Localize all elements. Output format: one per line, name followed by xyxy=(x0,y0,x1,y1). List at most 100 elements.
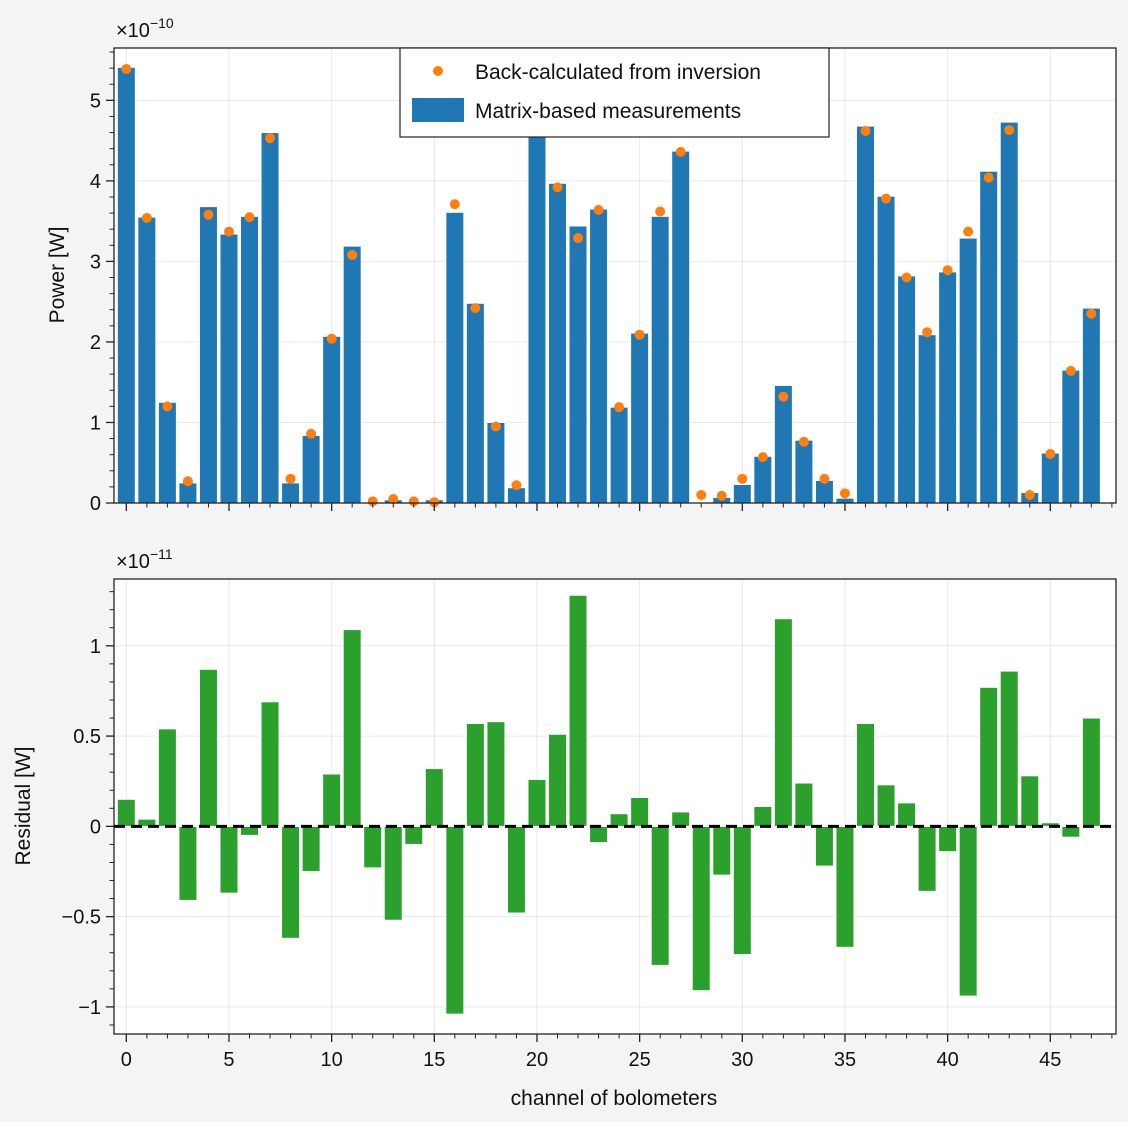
power-bar xyxy=(116,66,136,504)
power-bar xyxy=(732,483,752,504)
back-calculated-point xyxy=(655,206,666,217)
power-bar xyxy=(260,132,280,504)
back-calculated-point xyxy=(408,496,419,507)
residual-bar xyxy=(753,806,773,827)
power-bar xyxy=(589,208,609,504)
power-panel: 0 1 2 3 4 5 ×10−10 Power [W] Back-calculated … xyxy=(46,15,1117,515)
back-calculated-point xyxy=(552,182,563,193)
power-bar xyxy=(917,334,937,504)
residual-bar xyxy=(835,825,855,948)
power-bar xyxy=(198,206,218,504)
residual-bar xyxy=(548,733,568,827)
back-calculated-point xyxy=(449,199,460,210)
residual-bar xyxy=(568,594,588,827)
back-calculated-point xyxy=(388,493,399,504)
x-axis-label: channel of bolometers xyxy=(511,1087,718,1110)
power-y-tick-label: 1 xyxy=(90,412,101,434)
power-bar xyxy=(897,275,917,504)
residual-bar xyxy=(814,825,834,867)
residual-y-tick-label: −0.5 xyxy=(62,907,101,929)
residual-bar xyxy=(958,825,978,997)
residual-bar xyxy=(383,825,403,921)
power-offset-label: ×10−10 xyxy=(116,15,174,42)
back-calculated-point xyxy=(306,428,317,439)
residual-x-tick-label: 5 xyxy=(223,1049,234,1071)
power-bar xyxy=(958,237,978,504)
back-calculated-point xyxy=(203,209,214,220)
residual-bar xyxy=(1061,825,1081,838)
power-y-tick-label: 4 xyxy=(90,171,101,193)
residual-ticks: 0 5 10 15 20 25 30 35 40 45 −1 −0.5 0 0.5 1 xyxy=(62,591,1113,1071)
power-bar xyxy=(835,497,855,504)
power-bar xyxy=(465,302,485,504)
back-calculated-point xyxy=(429,497,440,508)
residual-bar xyxy=(116,798,136,827)
back-calculated-point xyxy=(182,476,193,487)
residual-x-tick-label: 20 xyxy=(526,1049,548,1071)
residual-bar xyxy=(691,825,711,992)
residual-bar xyxy=(712,825,732,876)
power-bar xyxy=(609,406,629,504)
back-calculated-point xyxy=(285,473,296,484)
residual-bar xyxy=(876,784,896,827)
residual-x-tick-label: 10 xyxy=(321,1049,343,1071)
residual-bar xyxy=(486,721,506,827)
power-bar xyxy=(301,434,321,504)
residual-bar xyxy=(671,811,691,827)
residual-x-tick-label: 35 xyxy=(834,1049,856,1071)
power-bar xyxy=(650,215,670,504)
residual-bar xyxy=(650,825,670,966)
power-y-tick-label: 0 xyxy=(90,493,101,515)
power-bar xyxy=(938,271,958,504)
residual-bar xyxy=(281,825,301,939)
legend-bar-swatch xyxy=(412,98,464,122)
back-calculated-point xyxy=(367,496,378,507)
residual-bar xyxy=(465,722,485,827)
residual-x-tick-label: 0 xyxy=(121,1049,132,1071)
residual-x-tick-label: 30 xyxy=(731,1049,753,1071)
residual-y-tick-label: 0 xyxy=(90,816,101,838)
power-bar xyxy=(1081,307,1101,504)
back-calculated-point xyxy=(675,146,686,157)
legend-box xyxy=(399,47,830,138)
back-calculated-point xyxy=(141,212,152,223)
back-calculated-point xyxy=(1004,125,1015,136)
back-calculated-point xyxy=(593,204,604,215)
power-bar xyxy=(342,245,362,504)
back-calculated-point xyxy=(347,249,358,260)
power-y-tick-label: 3 xyxy=(90,251,101,273)
back-calculated-point xyxy=(490,421,501,432)
residual-bar xyxy=(260,701,280,827)
back-calculated-point xyxy=(716,490,727,501)
power-bar xyxy=(486,421,506,504)
back-calculated-point xyxy=(922,327,933,338)
back-calculated-point xyxy=(511,480,522,491)
back-calculated-point xyxy=(1065,365,1076,376)
back-calculated-point xyxy=(757,452,768,463)
residual-bar xyxy=(404,825,424,845)
back-calculated-point xyxy=(121,63,132,74)
power-bar xyxy=(548,182,568,504)
residual-x-tick-label: 40 xyxy=(937,1049,959,1071)
power-bar xyxy=(753,455,773,504)
power-bar xyxy=(979,170,999,504)
residual-bar xyxy=(322,773,342,827)
power-bar xyxy=(157,401,177,504)
back-calculated-point xyxy=(223,226,234,237)
power-bar xyxy=(137,216,157,504)
power-bar xyxy=(568,225,588,504)
residual-y-tick-label: 0.5 xyxy=(73,726,101,748)
back-calculated-point xyxy=(819,473,830,484)
power-y-tick-label: 5 xyxy=(90,90,101,112)
back-calculated-point xyxy=(1045,448,1056,459)
back-calculated-point xyxy=(244,212,255,223)
residual-panel: 0 5 10 15 20 25 30 35 40 45 −1 −0.5 0 0.5 1 ×10−11 Res… xyxy=(12,546,1117,1110)
power-bar xyxy=(876,195,896,504)
back-calculated-point xyxy=(963,226,974,237)
back-calculated-point xyxy=(860,125,871,136)
power-bar xyxy=(322,335,342,504)
residual-bar xyxy=(897,802,917,827)
residual-plot-area xyxy=(114,579,1116,1034)
residual-bar xyxy=(589,825,609,844)
